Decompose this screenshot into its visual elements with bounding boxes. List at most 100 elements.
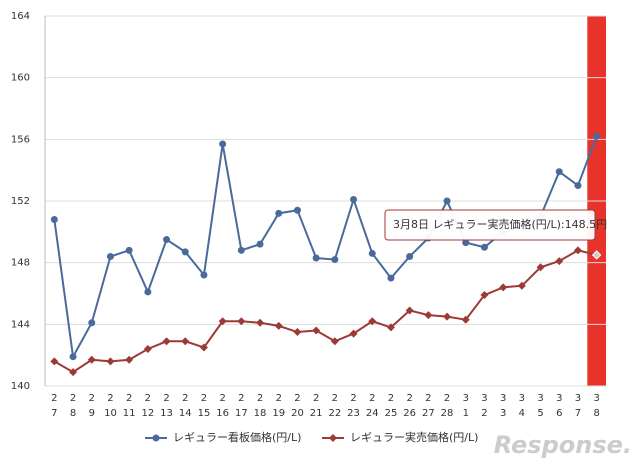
point [368,249,376,257]
x-tick-label: 2 [51,393,57,404]
x-tick-label: 3 [575,393,581,404]
x-tick-label: 2 [163,393,169,404]
legend-label: レギュラー看板価格(円/L) [173,430,301,444]
point [443,312,452,321]
x-tick-label: 2 [406,393,412,404]
x-tick-label: 9 [89,408,95,419]
x-tick-label: 17 [235,408,248,419]
point [555,168,563,176]
x-tick-label: 2 [294,393,300,404]
y-tick-label: 148 [11,258,30,269]
y-tick-label: 164 [11,11,30,22]
x-tick-label: 2 [107,393,113,404]
point [462,239,470,247]
point [331,256,339,264]
x-tick-label: 27 [422,408,435,419]
point [218,317,227,326]
point [555,257,564,266]
point [125,355,134,364]
point [480,243,488,251]
point [144,288,152,296]
point [88,319,96,327]
legend-label: レギュラー実売価格(円/L) [350,430,478,444]
x-tick-label: 18 [254,408,267,419]
x-tick-label: 2 [425,393,431,404]
x-tick-label: 16 [216,408,229,419]
point [163,236,171,244]
y-tick-label: 152 [11,196,30,207]
y-tick-label: 160 [11,73,30,84]
x-tick-label: 2 [145,393,151,404]
point [330,337,339,346]
point [237,317,246,326]
point [293,328,302,337]
point [574,182,582,190]
watermark: Response. [494,431,632,459]
point [368,317,377,326]
point [591,250,602,260]
x-tick-label: 3 [463,393,469,404]
x-tick-label: 3 [500,408,506,419]
point [50,216,58,223]
x-tick-label: 3 [500,393,506,404]
x-tick-label: 25 [385,408,398,419]
x-tick-label: 24 [366,408,379,419]
x-tick-label: 7 [51,408,57,419]
x-tick-label: 3 [519,393,525,404]
point [387,274,395,282]
point [162,337,171,346]
x-tick-label: 3 [593,393,599,404]
point [256,240,264,248]
point [69,353,77,361]
point [219,140,227,148]
x-tick-label: 3 [556,393,562,404]
x-tick-label: 2 [201,393,207,404]
x-tick-label: 2 [182,393,188,404]
x-tick-label: 3 [481,393,487,404]
point [69,368,78,377]
legend-marker [152,434,160,442]
x-tick-label: 10 [104,408,117,419]
point [125,246,133,254]
x-tick-label: 2 [444,393,450,404]
point [181,248,189,256]
x-tick-label: 2 [219,393,225,404]
x-tick-label: 28 [441,408,454,419]
point [480,291,489,300]
point [406,253,414,260]
x-tick-label: 1 [463,408,469,419]
point [499,283,508,292]
x-tick-label: 2 [350,393,356,404]
x-tick-label: 26 [403,408,416,419]
y-tick-label: 140 [11,381,30,392]
x-tick-label: 21 [310,408,323,419]
x-tick-label: 2 [481,408,487,419]
x-tick-label: 7 [575,408,581,419]
x-tick-label: 23 [347,408,360,419]
point [349,329,358,338]
point [536,263,545,272]
x-tick-label: 2 [388,393,394,404]
legend-marker [329,434,337,442]
x-tick-label: 13 [160,408,173,419]
tooltip-box [384,209,596,241]
x-tick-label: 12 [141,408,154,419]
x-tick-label: 2 [332,393,338,404]
point [143,345,152,353]
x-tick-label: 11 [123,408,136,419]
x-tick-label: 5 [537,408,543,419]
x-tick-label: 2 [89,393,95,404]
point [443,197,451,205]
point [593,132,601,140]
point [256,318,265,327]
x-tick-label: 22 [328,408,341,419]
x-tick-label: 3 [537,393,543,404]
point [350,195,358,203]
x-tick-label: 2 [313,393,319,404]
x-tick-label: 2 [70,393,76,404]
point [275,209,283,217]
point [312,254,320,262]
x-tick-label: 8 [70,408,76,419]
point [200,271,208,279]
